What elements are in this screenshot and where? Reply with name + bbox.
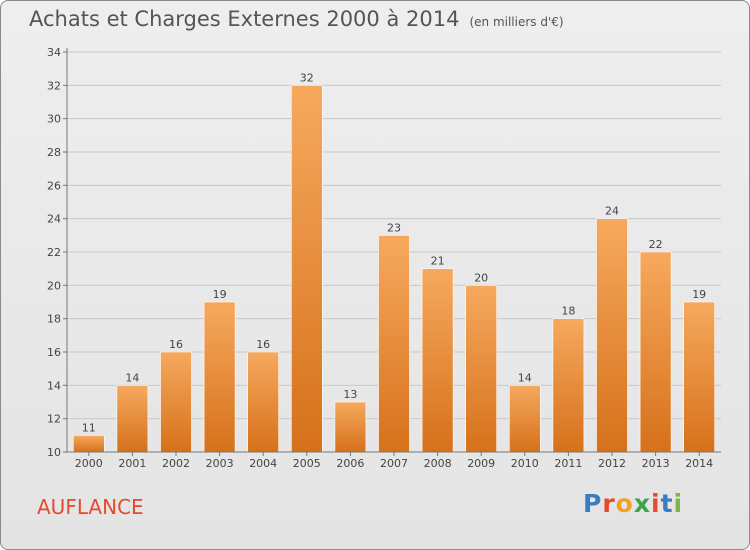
- x-tick-label-2006: 2006: [336, 457, 364, 470]
- data-label-2011: 18: [561, 305, 575, 318]
- bar-2002: [160, 351, 192, 453]
- data-label-2003: 19: [213, 288, 227, 301]
- data-label-2014: 19: [692, 288, 706, 301]
- place-name: AUFLANCE: [37, 495, 144, 519]
- y-tick-label: 10: [47, 446, 61, 459]
- data-label-2004: 16: [256, 338, 270, 351]
- bar-2003: [203, 301, 236, 453]
- bar-2014: [683, 301, 716, 453]
- logo-letter: x: [633, 489, 651, 518]
- y-tick-label: 32: [47, 79, 61, 92]
- data-label-2006: 13: [343, 388, 357, 401]
- logo-letter: o: [615, 489, 634, 518]
- y-tick-label: 22: [47, 246, 61, 259]
- y-tick-label: 20: [47, 279, 61, 292]
- x-tick-label-2008: 2008: [424, 457, 452, 470]
- bar-2013: [639, 251, 672, 453]
- bar-2012: [596, 218, 628, 453]
- x-tick-label-2002: 2002: [162, 457, 190, 470]
- y-tick-label: 16: [47, 346, 61, 359]
- proxiti-logo: Proxiti: [583, 489, 683, 518]
- bar-2006: [334, 401, 367, 453]
- bar-2011: [552, 318, 585, 453]
- data-label-2007: 23: [387, 221, 401, 234]
- logo-letter: P: [583, 489, 603, 518]
- y-tick-label: 24: [47, 213, 61, 226]
- y-tick-label: 26: [47, 179, 61, 192]
- x-tick-label-2009: 2009: [467, 457, 495, 470]
- x-tick-label-2011: 2011: [554, 457, 582, 470]
- bar-2004: [247, 351, 279, 453]
- x-tick-label-2012: 2012: [598, 457, 626, 470]
- x-tick-label-2001: 2001: [118, 457, 146, 470]
- data-label-2012: 24: [605, 205, 619, 218]
- x-tick-label-2007: 2007: [380, 457, 408, 470]
- y-tick-label: 30: [47, 113, 61, 126]
- y-tick-label: 12: [47, 413, 61, 426]
- x-tick-label-2000: 2000: [75, 457, 103, 470]
- y-tick-label: 28: [47, 146, 61, 159]
- x-tick-label-2013: 2013: [642, 457, 670, 470]
- x-tick-label-2010: 2010: [511, 457, 539, 470]
- title-row: Achats et Charges Externes 2000 à 2014 (e…: [29, 7, 564, 31]
- logo-letter: i: [651, 489, 661, 518]
- bar-2000: [73, 435, 105, 453]
- data-label-2005: 32: [300, 71, 314, 84]
- bar-2001: [116, 385, 149, 453]
- data-label-2002: 16: [169, 338, 183, 351]
- data-label-2010: 14: [518, 371, 532, 384]
- x-tick-label-2003: 2003: [206, 457, 234, 470]
- y-tick-label: 34: [47, 46, 61, 59]
- bar-layer: 11 14 16 19 16 32 13 23 21 20 14 18 24 22 19: [73, 71, 716, 453]
- y-tick-label: 14: [47, 379, 61, 392]
- chart-subtitle: (en milliers d'€): [469, 15, 564, 29]
- y-tick-label: 18: [47, 313, 61, 326]
- bar-2007: [378, 235, 410, 453]
- data-label-2000: 11: [82, 421, 96, 434]
- logo-letter: t: [660, 489, 674, 518]
- data-label-2013: 22: [649, 238, 663, 251]
- x-tick-label-2004: 2004: [249, 457, 277, 470]
- x-tick-label-2005: 2005: [293, 457, 321, 470]
- axis-layer: 10 12 14 16 18 20 22 24 26 28 30 32 34 2000 2001 2002 20…: [47, 46, 721, 470]
- bar-2005: [290, 85, 323, 453]
- logo-letter: i: [673, 489, 684, 518]
- data-label-2009: 20: [474, 271, 488, 284]
- data-label-2008: 21: [431, 255, 445, 268]
- bar-2009: [465, 285, 498, 453]
- bar-2008: [421, 268, 454, 453]
- bar-2010: [508, 385, 541, 453]
- data-label-2001: 14: [125, 371, 139, 384]
- logo-letter: r: [602, 489, 616, 518]
- x-tick-label-2014: 2014: [685, 457, 713, 470]
- chart-title: Achats et Charges Externes 2000 à 2014: [29, 7, 460, 31]
